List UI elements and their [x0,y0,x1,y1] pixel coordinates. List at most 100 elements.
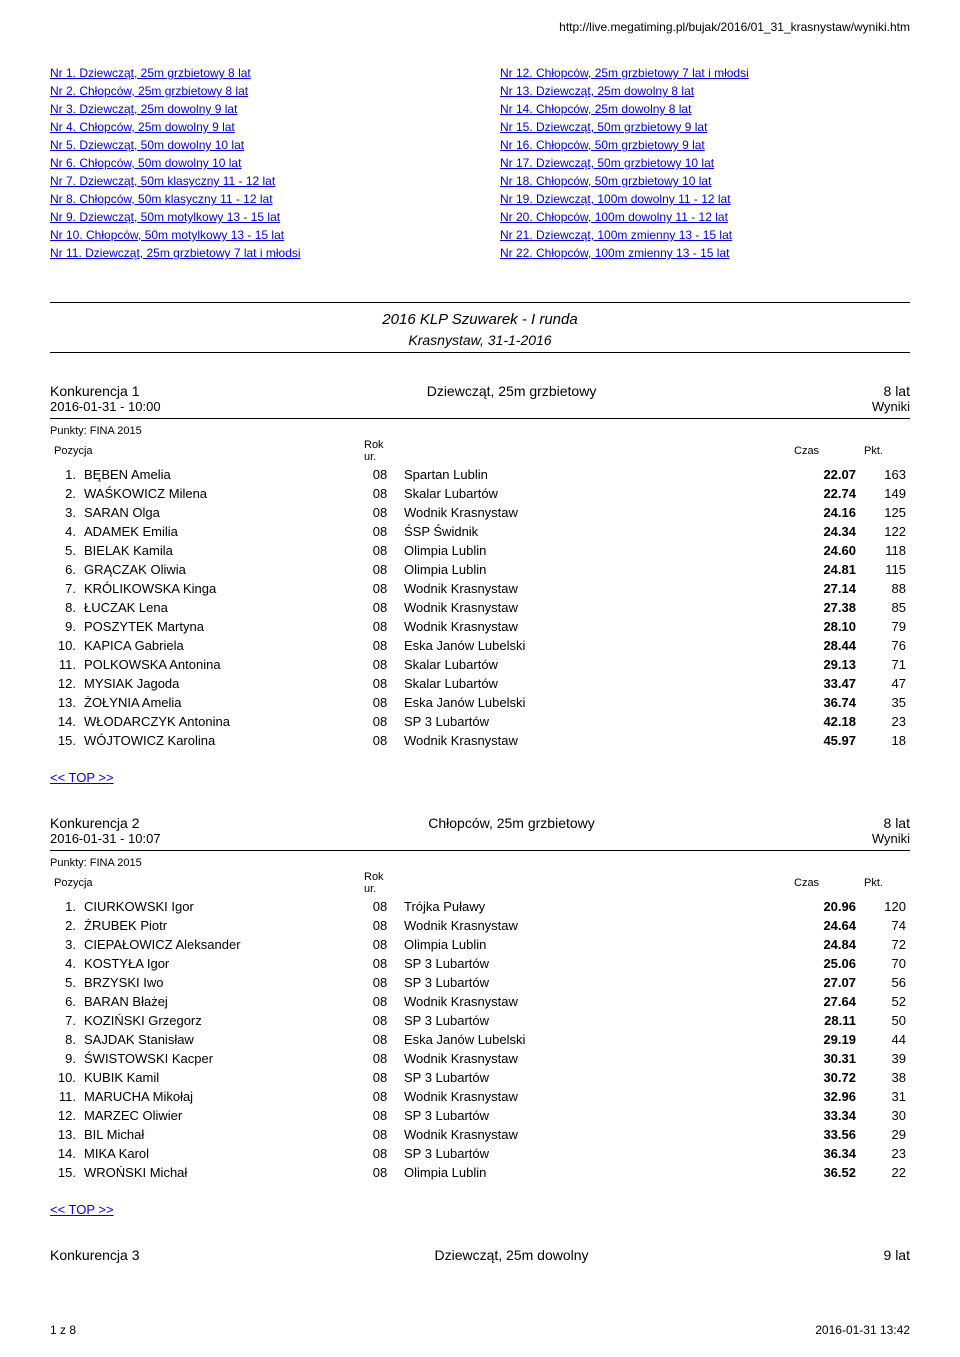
divider [50,418,910,419]
nav-link[interactable]: Nr 3. Dziewcząt, 25m dowolny 9 lat [50,100,460,118]
cell-pkt: 35 [860,693,910,712]
col-year: Rok ur. [360,437,400,465]
cell-time: 32.96 [790,1087,860,1106]
cell-pos: 1. [50,465,80,484]
nav-link[interactable]: Nr 15. Dziewcząt, 50m grzbietowy 9 lat [500,118,910,136]
cell-pkt: 18 [860,731,910,750]
cell-pkt: 125 [860,503,910,522]
divider [50,302,910,303]
k3-age: 9 lat [884,1247,910,1263]
col-time: Czas [790,437,860,465]
cell-name: BARAN Błażej [80,992,360,1011]
cell-pkt: 38 [860,1068,910,1087]
nav-link[interactable]: Nr 13. Dziewcząt, 25m dowolny 8 lat [500,82,910,100]
nav-link[interactable]: Nr 6. Chłopców, 50m dowolny 10 lat [50,154,460,172]
cell-time: 36.74 [790,693,860,712]
nav-link[interactable]: Nr 9. Dziewcząt, 50m motylkowy 13 - 15 l… [50,208,460,226]
k2-age: 8 lat [884,815,910,831]
cell-year: 08 [360,916,400,935]
table-row: 10.KUBIK Kamil08SP 3 Lubartów30.7238 [50,1068,910,1087]
cell-name: BĘBEN Amelia [80,465,360,484]
k1-results-table: Pozycja Rok ur. Czas Pkt. 1.BĘBEN Amelia… [50,437,910,750]
cell-pos: 9. [50,617,80,636]
k3-header: Konkurencja 3 Dziewcząt, 25m dowolny 9 l… [50,1247,910,1263]
nav-link[interactable]: Nr 4. Chłopców, 25m dowolny 9 lat [50,118,460,136]
cell-pos: 4. [50,954,80,973]
cell-name: MARUCHA Mikołaj [80,1087,360,1106]
cell-pkt: 50 [860,1011,910,1030]
nav-link[interactable]: Nr 2. Chłopców, 25m grzbietowy 8 lat [50,82,460,100]
cell-pkt: 72 [860,935,910,954]
cell-pkt: 52 [860,992,910,1011]
cell-club: SP 3 Lubartów [400,973,790,992]
cell-pkt: 22 [860,1163,910,1182]
k2-sub: 2016-01-31 - 10:07 Wyniki [50,831,910,846]
top-link[interactable]: << TOP >> [50,1202,114,1217]
cell-time: 36.34 [790,1144,860,1163]
nav-link[interactable]: Nr 12. Chłopców, 25m grzbietowy 7 lat i … [500,64,910,82]
table-row: 2.ŹRUBEK Piotr08Wodnik Krasnystaw24.6474 [50,916,910,935]
k1-sub: 2016-01-31 - 10:00 Wyniki [50,399,910,414]
nav-link[interactable]: Nr 22. Chłopców, 100m zmienny 13 - 15 la… [500,244,910,262]
cell-club: Wodnik Krasnystaw [400,992,790,1011]
cell-year: 08 [360,954,400,973]
cell-name: WÓJTOWICZ Karolina [80,731,360,750]
table-row: 15.WÓJTOWICZ Karolina08Wodnik Krasnystaw… [50,731,910,750]
cell-pos: 8. [50,1030,80,1049]
k1-label: Konkurencja 1 [50,383,140,399]
table-row: 1.BĘBEN Amelia08Spartan Lublin22.07163 [50,465,910,484]
cell-name: POSZYTEK Martyna [80,617,360,636]
nav-link[interactable]: Nr 18. Chłopców, 50m grzbietowy 10 lat [500,172,910,190]
cell-pkt: 39 [860,1049,910,1068]
k3-label: Konkurencja 3 [50,1247,140,1263]
nav-link[interactable]: Nr 14. Chłopców, 25m dowolny 8 lat [500,100,910,118]
cell-time: 28.11 [790,1011,860,1030]
k1-time: 2016-01-31 - 10:00 [50,399,161,414]
col-pozycja: Pozycja [50,437,360,465]
nav-link[interactable]: Nr 16. Chłopców, 50m grzbietowy 9 lat [500,136,910,154]
cell-pos: 10. [50,1068,80,1087]
nav-link[interactable]: Nr 7. Dziewcząt, 50m klasyczny 11 - 12 l… [50,172,460,190]
cell-pos: 4. [50,522,80,541]
top-link[interactable]: << TOP >> [50,770,114,785]
cell-year: 08 [360,1068,400,1087]
nav-link[interactable]: Nr 5. Dziewcząt, 50m dowolny 10 lat [50,136,460,154]
cell-name: BRZYSKI Iwo [80,973,360,992]
cell-year: 08 [360,598,400,617]
cell-name: ADAMEK Emilia [80,522,360,541]
divider [50,352,910,353]
cell-time: 30.72 [790,1068,860,1087]
cell-club: Skalar Lubartów [400,655,790,674]
page-footer: 1 z 8 2016-01-31 13:42 [50,1323,910,1337]
cell-pkt: 85 [860,598,910,617]
cell-pkt: 30 [860,1106,910,1125]
cell-time: 28.44 [790,636,860,655]
cell-pkt: 163 [860,465,910,484]
cell-year: 08 [360,484,400,503]
nav-link[interactable]: Nr 21. Dziewcząt, 100m zmienny 13 - 15 l… [500,226,910,244]
table-row: 11.MARUCHA Mikołaj08Wodnik Krasnystaw32.… [50,1087,910,1106]
cell-pos: 7. [50,579,80,598]
table-header-row: Pozycja Rok ur. Czas Pkt. [50,437,910,465]
nav-link[interactable]: Nr 19. Dziewcząt, 100m dowolny 11 - 12 l… [500,190,910,208]
cell-club: Wodnik Krasnystaw [400,598,790,617]
nav-link[interactable]: Nr 8. Chłopców, 50m klasyczny 11 - 12 la… [50,190,460,208]
cell-club: Spartan Lublin [400,465,790,484]
nav-link[interactable]: Nr 17. Dziewcząt, 50m grzbietowy 10 lat [500,154,910,172]
cell-club: Wodnik Krasnystaw [400,579,790,598]
nav-link[interactable]: Nr 20. Chłopców, 100m dowolny 11 - 12 la… [500,208,910,226]
k1-points-label: Punkty: FINA 2015 [50,425,910,437]
cell-year: 08 [360,1030,400,1049]
cell-name: CIURKOWSKI Igor [80,897,360,916]
nav-link[interactable]: Nr 10. Chłopców, 50m motylkowy 13 - 15 l… [50,226,460,244]
table-row: 14.MIKA Karol08SP 3 Lubartów36.3423 [50,1144,910,1163]
cell-pkt: 149 [860,484,910,503]
cell-year: 08 [360,541,400,560]
cell-name: KUBIK Kamil [80,1068,360,1087]
cell-pos: 1. [50,897,80,916]
nav-link[interactable]: Nr 11. Dziewcząt, 25m grzbietowy 7 lat i… [50,244,460,262]
cell-year: 08 [360,636,400,655]
cell-club: Wodnik Krasnystaw [400,731,790,750]
nav-link[interactable]: Nr 1. Dziewcząt, 25m grzbietowy 8 lat [50,64,460,82]
cell-name: ŚWISTOWSKI Kacper [80,1049,360,1068]
